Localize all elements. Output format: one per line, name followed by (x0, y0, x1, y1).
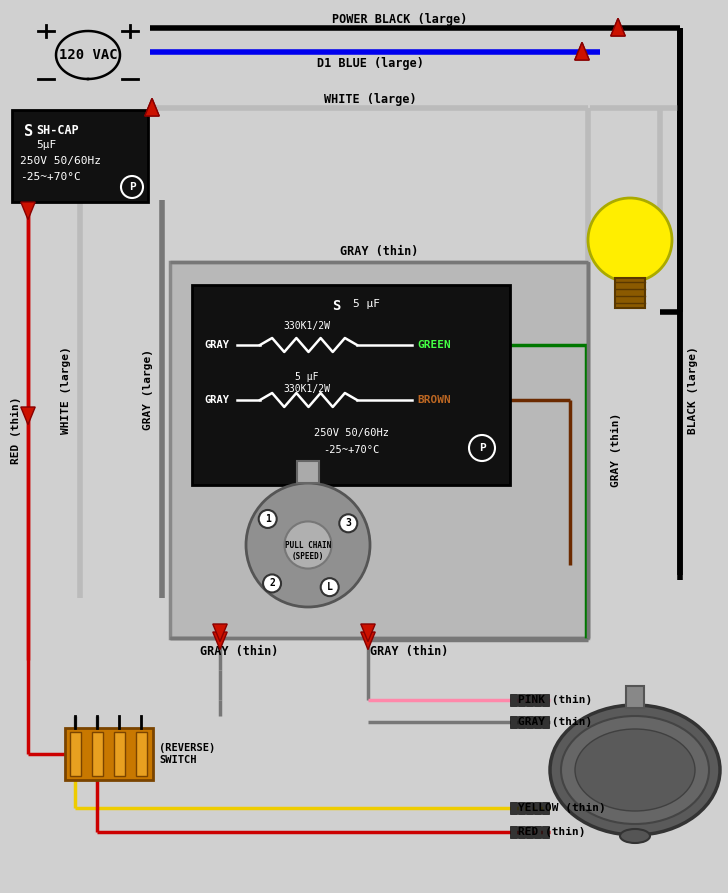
Text: 330K1/2W: 330K1/2W (283, 384, 331, 394)
FancyBboxPatch shape (518, 694, 525, 706)
Text: -25~+70°C: -25~+70°C (323, 445, 379, 455)
FancyBboxPatch shape (170, 262, 588, 638)
Text: GRAY (thin): GRAY (thin) (518, 717, 593, 727)
FancyBboxPatch shape (534, 802, 541, 814)
Circle shape (321, 578, 339, 597)
FancyBboxPatch shape (12, 110, 148, 202)
Polygon shape (575, 42, 589, 60)
Polygon shape (575, 42, 589, 60)
FancyBboxPatch shape (542, 826, 549, 838)
Circle shape (588, 198, 672, 282)
Text: D1 BLUE (large): D1 BLUE (large) (317, 57, 424, 71)
Text: GRAY (thin): GRAY (thin) (200, 646, 278, 658)
FancyBboxPatch shape (92, 732, 103, 776)
Text: SH-CAP: SH-CAP (36, 124, 79, 137)
Text: GRAY (thin): GRAY (thin) (611, 413, 621, 487)
Text: WHITE (large): WHITE (large) (324, 93, 416, 105)
Text: GRAY: GRAY (204, 340, 229, 350)
Polygon shape (145, 98, 159, 116)
FancyBboxPatch shape (542, 694, 549, 706)
Ellipse shape (550, 705, 720, 835)
FancyBboxPatch shape (526, 802, 533, 814)
Polygon shape (611, 19, 625, 36)
Text: WHITE (large): WHITE (large) (61, 346, 71, 434)
FancyBboxPatch shape (136, 732, 147, 776)
FancyBboxPatch shape (534, 694, 541, 706)
Text: RED (thin): RED (thin) (518, 827, 585, 837)
FancyBboxPatch shape (542, 802, 549, 814)
FancyBboxPatch shape (542, 716, 549, 728)
Circle shape (285, 522, 331, 569)
FancyBboxPatch shape (65, 728, 153, 780)
Text: 250V 50/60Hz: 250V 50/60Hz (314, 428, 389, 438)
Text: PULL CHAIN
(SPEED): PULL CHAIN (SPEED) (285, 541, 331, 561)
Ellipse shape (620, 829, 650, 843)
Text: (REVERSE)
SWITCH: (REVERSE) SWITCH (159, 743, 215, 764)
Polygon shape (21, 407, 35, 424)
Text: GRAY (thin): GRAY (thin) (340, 246, 418, 258)
FancyBboxPatch shape (510, 694, 517, 706)
Text: 2: 2 (269, 579, 275, 588)
Text: P: P (129, 182, 135, 192)
Text: S: S (332, 299, 340, 313)
FancyBboxPatch shape (114, 732, 125, 776)
FancyBboxPatch shape (518, 826, 525, 838)
Polygon shape (213, 624, 227, 641)
FancyBboxPatch shape (526, 716, 533, 728)
Text: P: P (478, 443, 486, 453)
Text: GRAY (large): GRAY (large) (143, 349, 153, 430)
Text: BLACK (large): BLACK (large) (688, 346, 698, 434)
Ellipse shape (561, 716, 709, 824)
FancyBboxPatch shape (626, 686, 644, 708)
Text: L: L (327, 582, 333, 592)
Text: GRAY: GRAY (204, 395, 229, 405)
Text: 5 μF: 5 μF (353, 299, 380, 309)
Text: GRAY (thin): GRAY (thin) (370, 646, 448, 658)
Text: 5 μF: 5 μF (296, 372, 319, 382)
Polygon shape (213, 632, 227, 649)
Polygon shape (361, 632, 375, 649)
Circle shape (263, 574, 281, 592)
Circle shape (339, 514, 357, 532)
Text: RED (thin): RED (thin) (11, 396, 21, 463)
Circle shape (246, 483, 370, 607)
FancyBboxPatch shape (534, 826, 541, 838)
FancyBboxPatch shape (526, 694, 533, 706)
Text: S: S (24, 124, 33, 139)
Text: 1: 1 (265, 514, 271, 524)
Circle shape (258, 510, 277, 528)
FancyBboxPatch shape (192, 285, 510, 485)
FancyBboxPatch shape (510, 802, 517, 814)
FancyBboxPatch shape (534, 716, 541, 728)
Text: POWER BLACK (large): POWER BLACK (large) (332, 13, 467, 27)
Polygon shape (611, 19, 625, 36)
Text: PINK (thin): PINK (thin) (518, 695, 593, 705)
Polygon shape (145, 98, 159, 116)
FancyBboxPatch shape (510, 826, 517, 838)
Text: 330K1/2W: 330K1/2W (283, 321, 331, 331)
FancyBboxPatch shape (70, 732, 81, 776)
Polygon shape (21, 202, 35, 220)
FancyBboxPatch shape (510, 716, 517, 728)
Text: 120 VAC: 120 VAC (59, 48, 117, 62)
FancyBboxPatch shape (526, 826, 533, 838)
Text: 5μF: 5μF (36, 140, 56, 150)
FancyBboxPatch shape (615, 278, 645, 308)
FancyBboxPatch shape (518, 802, 525, 814)
Text: 3: 3 (345, 518, 351, 529)
FancyBboxPatch shape (518, 716, 525, 728)
Text: YELLOW (thin): YELLOW (thin) (518, 803, 606, 813)
FancyBboxPatch shape (297, 461, 319, 483)
Text: 250V 50/60Hz: 250V 50/60Hz (20, 156, 101, 166)
Ellipse shape (575, 729, 695, 811)
Text: GREEN: GREEN (417, 340, 451, 350)
Polygon shape (361, 624, 375, 641)
Text: -25~+70°C: -25~+70°C (20, 172, 81, 182)
Text: BROWN: BROWN (417, 395, 451, 405)
